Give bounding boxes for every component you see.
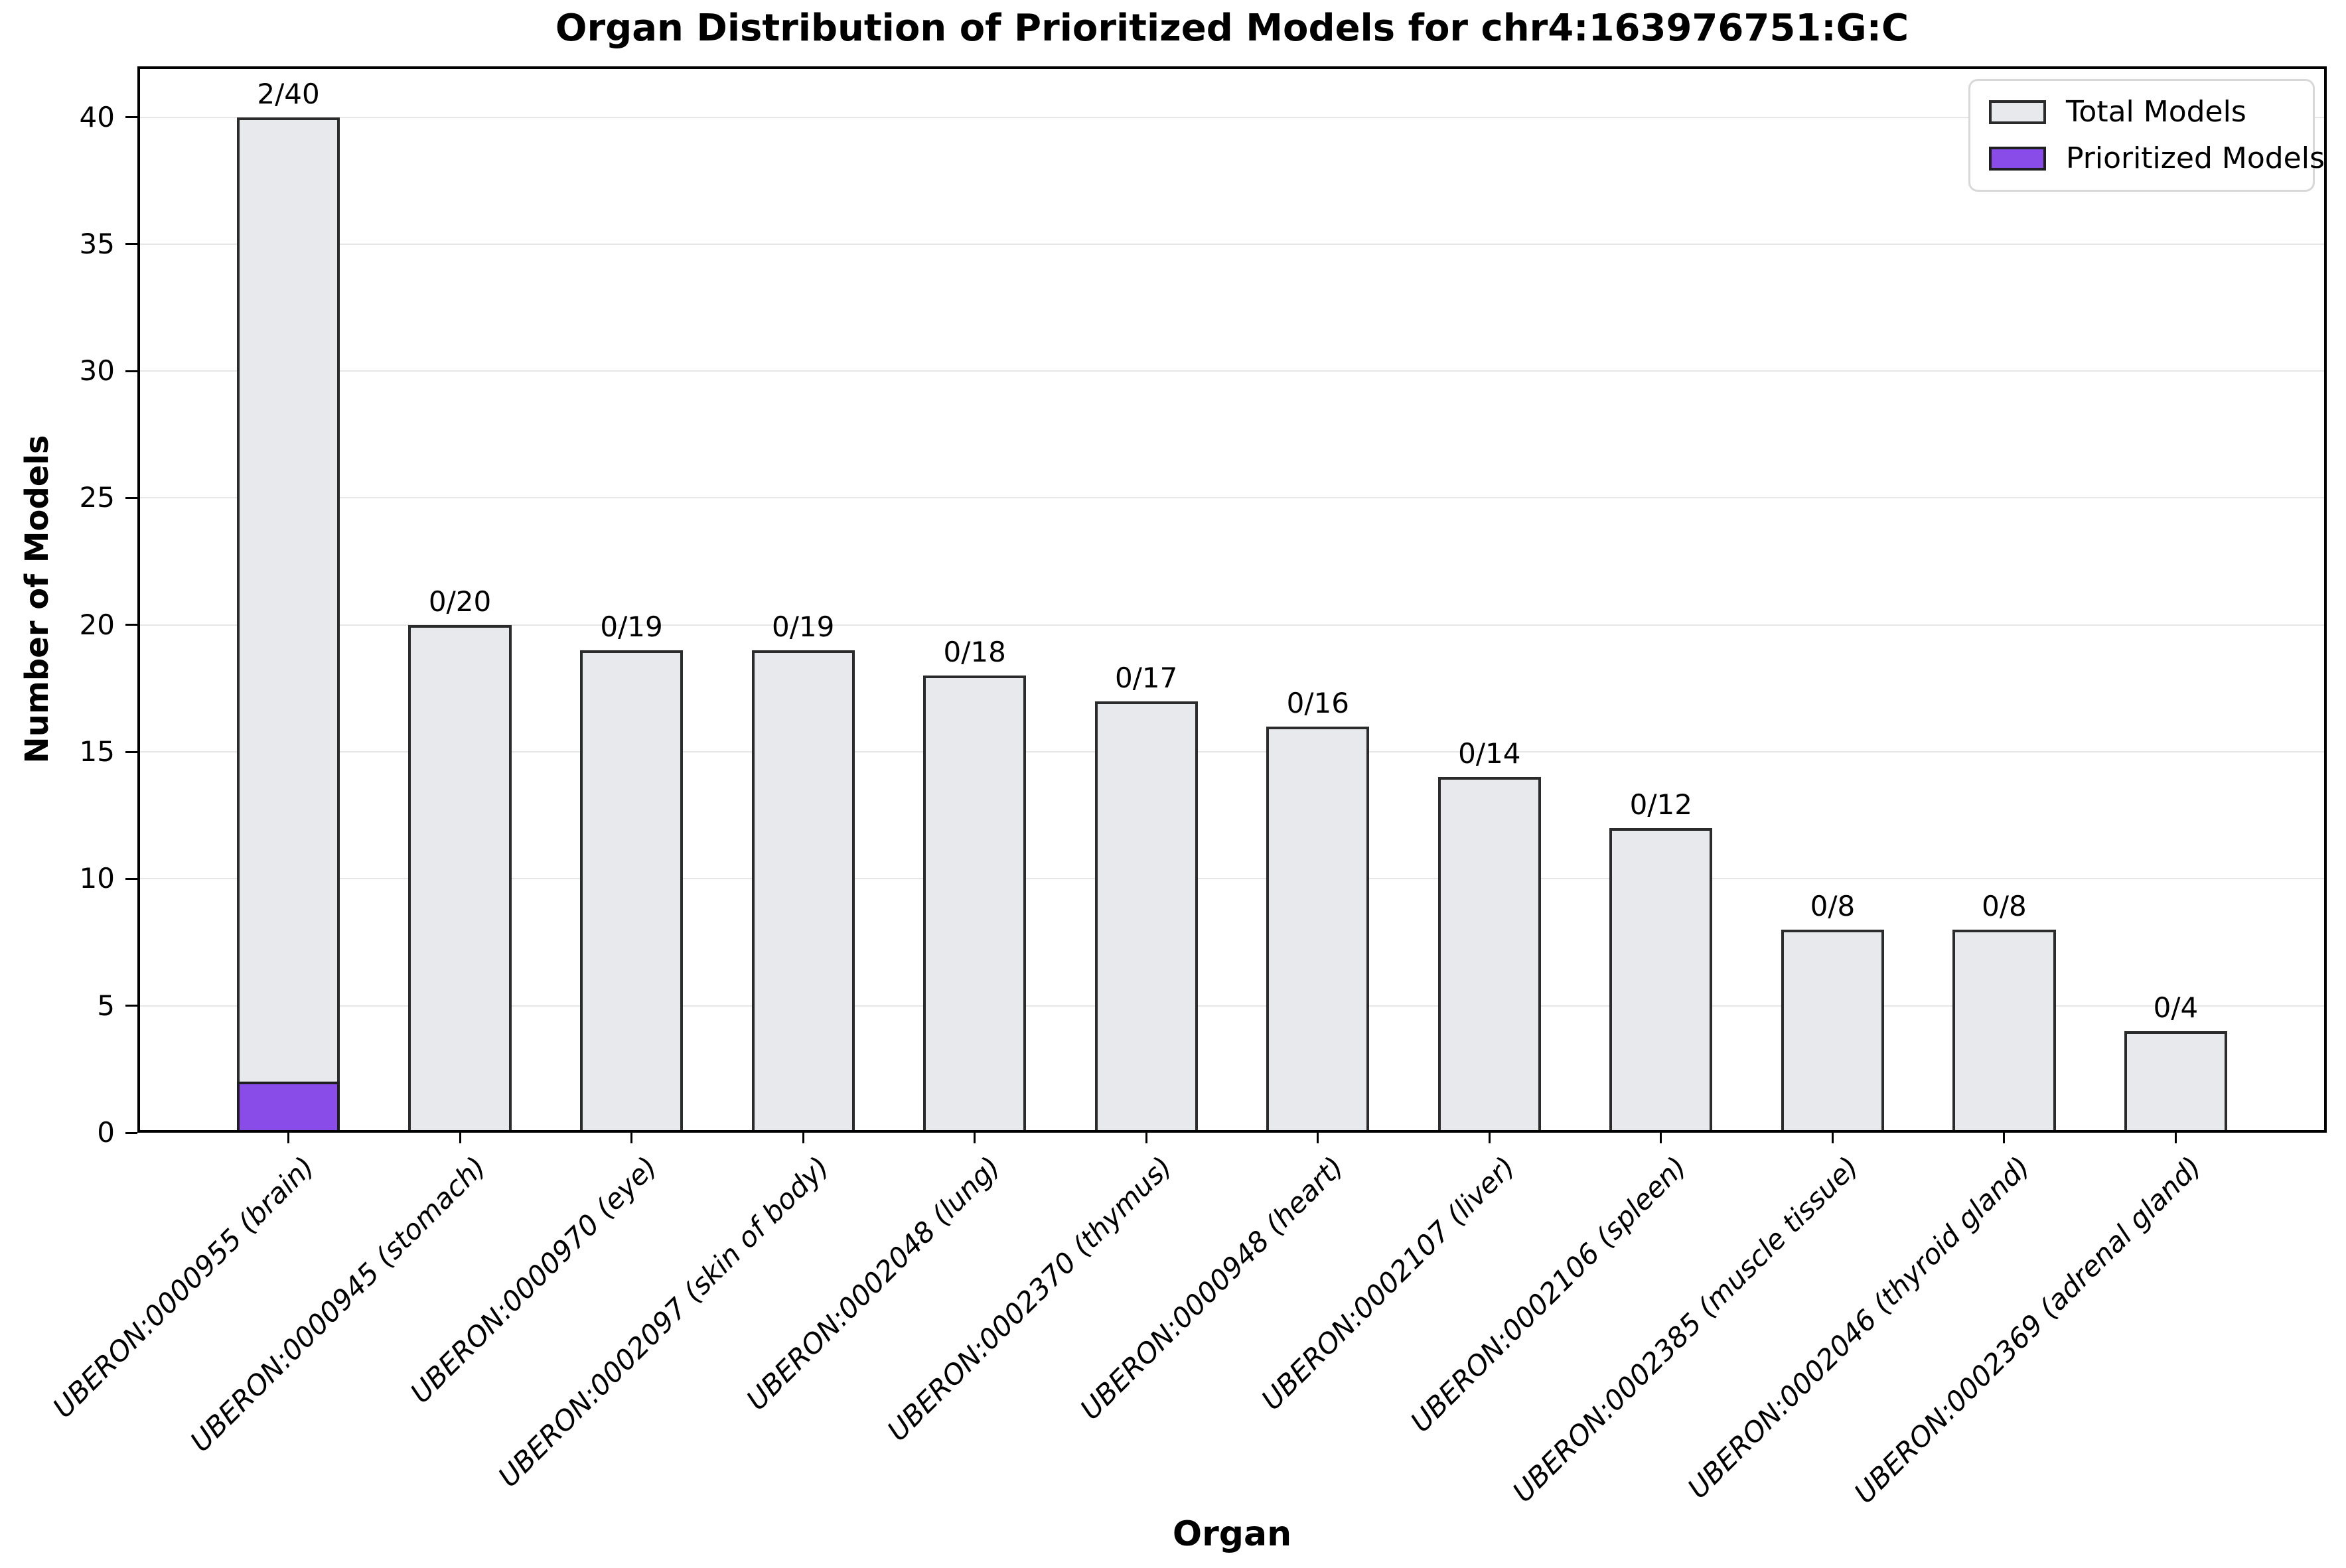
y-tick-label: 10 <box>79 862 115 895</box>
total-models-bar <box>751 650 855 1133</box>
legend-label-total-models: Total Models <box>2066 95 2246 129</box>
y-tick-mark <box>125 243 137 246</box>
y-tick-label: 30 <box>79 354 115 388</box>
gridline-y-15 <box>137 751 2327 753</box>
total-models-bar <box>1437 777 1541 1133</box>
y-tick-mark <box>125 370 137 372</box>
bar-count-annotation: 0/8 <box>1810 889 1856 922</box>
total-models-bar <box>923 676 1027 1133</box>
x-tick-mark <box>802 1133 804 1143</box>
y-tick-mark <box>125 496 137 499</box>
y-tick-label: 0 <box>97 1116 115 1149</box>
x-tick-mark <box>2174 1133 2177 1143</box>
total-models-bar <box>408 624 512 1133</box>
x-tick-label: UBERON:0002106 (spleen) <box>1404 1150 1693 1439</box>
x-tick-mark <box>974 1133 976 1143</box>
bar-count-annotation: 0/14 <box>1458 737 1521 770</box>
bar-count-annotation: 0/20 <box>428 585 492 618</box>
gridline-y-30 <box>137 370 2327 372</box>
x-tick-mark <box>1831 1133 1834 1143</box>
gridline-y-10 <box>137 878 2327 880</box>
gridline-y-25 <box>137 497 2327 499</box>
legend-item-prioritized-models: Prioritized Models <box>1989 142 2325 175</box>
x-tick-label: UBERON:0002370 (thymus) <box>881 1150 1179 1448</box>
y-tick-mark <box>125 1131 137 1134</box>
total-models-bar <box>1609 827 1713 1133</box>
y-tick-label: 15 <box>79 735 115 768</box>
legend: Total Models Prioritized Models <box>1968 79 2325 192</box>
total-models-bar <box>236 117 340 1133</box>
x-tick-mark <box>1488 1133 1491 1143</box>
gridline-y-40 <box>137 116 2327 118</box>
total-models-bar <box>1266 726 1370 1133</box>
x-tick-mark <box>459 1133 461 1143</box>
prioritized-models-bar <box>236 1082 340 1133</box>
legend-swatch-total-models <box>1989 100 2046 124</box>
x-axis-label: Organ <box>1172 1514 1292 1554</box>
x-tick-label: UBERON:0002046 (thyroid gland) <box>1681 1150 2036 1505</box>
y-tick-mark <box>125 116 137 119</box>
total-models-bar <box>1952 929 2056 1133</box>
x-tick-label: UBERON:0002369 (adrenal gland) <box>1848 1150 2208 1510</box>
y-tick-label: 35 <box>79 227 115 260</box>
legend-label-prioritized-models: Prioritized Models <box>2066 141 2325 175</box>
plot-area: 2/40 0/20 0/19 0/19 0/18 0/17 0/16 0/14 0/12 0/8 0… <box>137 66 2327 1133</box>
bar-count-annotation: 0/4 <box>2153 991 2199 1024</box>
total-models-bar <box>1094 701 1198 1133</box>
x-tick-mark <box>1145 1133 1147 1143</box>
x-tick-mark <box>1317 1133 1319 1143</box>
total-models-bar <box>1781 929 1884 1133</box>
bar-count-annotation: 2/40 <box>257 77 320 110</box>
x-tick-label: UBERON:0000945 (stomach) <box>183 1150 492 1459</box>
total-models-bar <box>2124 1031 2228 1133</box>
x-tick-mark <box>630 1133 633 1143</box>
x-tick-mark <box>1660 1133 1662 1143</box>
gridline-y-20 <box>137 624 2327 626</box>
y-tick-label: 40 <box>79 100 115 133</box>
x-tick-mark <box>2003 1133 2006 1143</box>
legend-swatch-prioritized-models <box>1989 147 2046 171</box>
bar-count-annotation: 0/8 <box>1982 889 2027 922</box>
x-tick-mark <box>287 1133 290 1143</box>
gridline-y-5 <box>137 1005 2327 1007</box>
bar-count-annotation: 0/16 <box>1286 686 1349 719</box>
y-tick-mark <box>125 750 137 753</box>
bar-count-annotation: 0/19 <box>600 610 663 644</box>
y-tick-label: 20 <box>79 608 115 641</box>
x-tick-label: UBERON:0002097 (skin of body) <box>491 1150 836 1494</box>
x-tick-label: UBERON:0002385 (muscle tissue) <box>1506 1150 1865 1509</box>
bar-count-annotation: 0/19 <box>771 610 835 644</box>
bar-count-annotation: 0/18 <box>943 636 1006 669</box>
y-tick-label: 5 <box>97 989 115 1022</box>
bar-count-annotation: 0/17 <box>1115 661 1178 694</box>
legend-item-total-models: Total Models <box>1989 96 2294 129</box>
y-tick-mark <box>125 877 137 880</box>
y-tick-label: 25 <box>79 481 115 514</box>
y-tick-mark <box>125 1005 137 1007</box>
gridline-y-35 <box>137 243 2327 245</box>
bar-count-annotation: 0/12 <box>1629 788 1692 821</box>
chart-title: Organ Distribution of Prioritized Models… <box>555 7 1909 50</box>
y-tick-mark <box>125 624 137 626</box>
total-models-bar <box>580 650 684 1133</box>
